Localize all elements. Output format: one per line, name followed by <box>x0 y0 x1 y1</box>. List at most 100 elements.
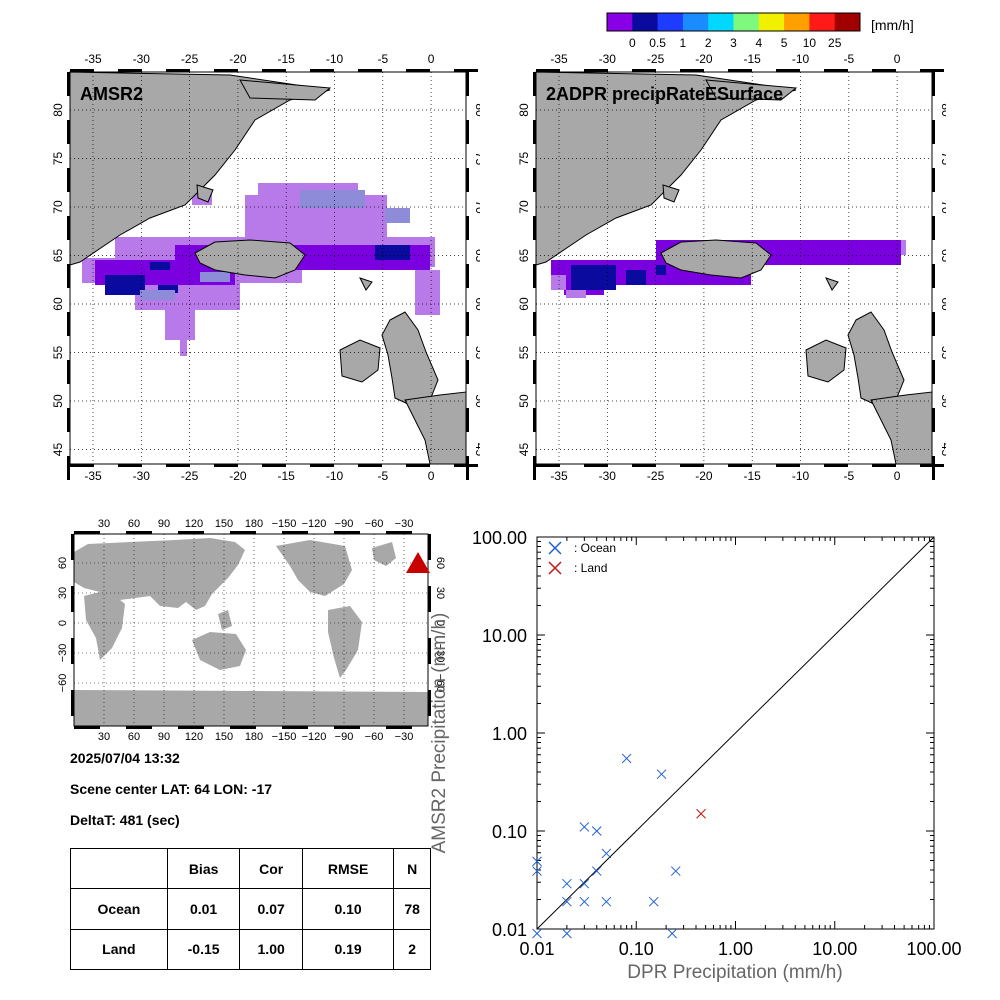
stats-cell: 0.07 <box>239 888 303 930</box>
map-lat-label-right: 70 <box>939 200 946 214</box>
globe-lon-label-top: −30 <box>395 518 414 530</box>
legend-label: : Land <box>574 561 607 575</box>
stats-cell: Land <box>70 928 168 971</box>
x-tick-label: 0.01 <box>519 939 554 959</box>
scatter-point-ocean <box>670 866 681 876</box>
map-lon-label-bottom: -25 <box>647 469 665 483</box>
globe-lon-label-top: −60 <box>365 518 384 530</box>
colorbar-swatch <box>682 13 709 31</box>
map-lon-label-top: 0 <box>428 52 435 66</box>
globe-lat-label-right: −60 <box>434 674 446 693</box>
scene-center: Scene center LAT: 64 LON: -17 <box>70 781 273 797</box>
globe-lon-label-bottom: −30 <box>395 731 414 743</box>
color-bar: 0 0.5 1 2 3 4 5 10 25 [mm/h] <box>606 12 914 50</box>
globe-lon-label-bottom: −150 <box>272 731 297 743</box>
colorbar-tick-label: 0.5 <box>649 36 666 50</box>
globe-lon-label-bottom: −120 <box>302 731 327 743</box>
colorbar-swatch <box>733 13 760 31</box>
stats-cell: -0.15 <box>166 928 241 971</box>
scatter-point-ocean <box>532 866 542 876</box>
map-lon-label-bottom: -20 <box>229 469 247 483</box>
colorbar-swatch <box>607 13 633 31</box>
globe-lon-label-top: 30 <box>98 518 110 530</box>
scatter-point-ocean <box>562 878 572 889</box>
globe-lon-label-top: 120 <box>185 518 203 530</box>
globe-tick-labels: 30 30 60 60 90 90 120 120 150 150 180 180 −150 −150 −1… <box>57 518 446 743</box>
map-lat-label-left: 60 <box>517 297 531 311</box>
x-tick-label: 100.00 <box>906 939 961 959</box>
scene-location-marker <box>406 552 430 573</box>
stats-header-cell: RMSE <box>301 847 395 890</box>
colorbar-tick-label: 0 <box>629 36 636 50</box>
continents <box>74 538 428 726</box>
map-lat-label-right: 80 <box>939 103 946 117</box>
x-tick-label: 1.00 <box>718 939 753 959</box>
map-lat-label-right: 45 <box>939 443 946 457</box>
map-lat-label-left: 80 <box>51 103 65 117</box>
globe-lon-label-bottom: 150 <box>215 731 233 743</box>
legend-marker <box>548 561 562 575</box>
colorbar-swatch <box>834 13 861 31</box>
global-map: 30 30 60 60 90 90 120 120 150 150 180 180 −150 −150 −1… <box>57 518 446 743</box>
map-lat-label-right: 60 <box>473 297 480 311</box>
map-lat-label-right: 55 <box>473 346 480 360</box>
map-lon-label-bottom: -30 <box>599 469 617 483</box>
map-lon-label-top: -35 <box>84 52 102 66</box>
map-title-dpr: 2ADPR precipRateESurface <box>546 84 783 104</box>
y-tick-label: 0.10 <box>492 822 527 842</box>
map-lat-label-left: 55 <box>517 346 531 360</box>
globe-lon-label-top: −90 <box>335 518 354 530</box>
globe-gridlines <box>74 534 428 726</box>
map-lat-label-left: 45 <box>517 443 531 457</box>
scatter-point-ocean <box>667 928 678 939</box>
map-lat-label-right: 55 <box>939 346 946 360</box>
one-to-one-line <box>536 536 935 930</box>
colorbar-swatch <box>758 13 785 31</box>
scatter-point-ocean <box>579 878 590 889</box>
map-lat-label-left: 70 <box>517 200 531 214</box>
map-lon-label-top: -25 <box>181 52 199 66</box>
stats-cell: 2 <box>393 928 431 971</box>
map-lon-label-bottom: -35 <box>550 469 568 483</box>
y-tick-label: 1.00 <box>492 724 527 744</box>
plot-frame <box>536 536 935 930</box>
map-lon-label-top: -10 <box>326 52 344 66</box>
map-lon-label-bottom: -35 <box>84 469 102 483</box>
globe-lat-label-right: 0 <box>434 620 446 626</box>
globe-lon-label-top: −150 <box>272 518 297 530</box>
colorbar-tick-label: 4 <box>755 36 762 50</box>
map-lon-label-bottom: 0 <box>428 469 435 483</box>
colorbar-tick-label: 2 <box>705 36 712 50</box>
globe-lon-label-bottom: 120 <box>185 731 203 743</box>
stats-row-land: Land -0.15 1.00 0.19 2 <box>70 928 431 971</box>
land-overlay <box>69 71 467 465</box>
globe-lat-label-left: 0 <box>57 620 69 626</box>
y-tick-label: 100.00 <box>472 528 527 548</box>
scatter-point-land <box>696 808 706 819</box>
colorbar-tick-label: 25 <box>828 36 842 50</box>
stats-cell: 0.19 <box>301 928 395 971</box>
globe-lon-label-bottom: 90 <box>158 731 170 743</box>
scatter-point-ocean <box>601 848 612 859</box>
stats-cell: 78 <box>393 888 431 930</box>
precip-field <box>82 183 440 356</box>
map-lon-label-top: -10 <box>792 52 810 66</box>
legend-marker <box>548 541 562 555</box>
map-lat-label-left: 80 <box>517 103 531 117</box>
map-lat-label-right: 60 <box>939 297 946 311</box>
colorbar-swatch <box>809 13 836 31</box>
scatter-point-ocean <box>591 866 602 876</box>
stats-header-cell <box>70 847 168 890</box>
globe-lon-label-top: 60 <box>128 518 140 530</box>
scatter-point-ocean <box>648 896 659 907</box>
map-lon-label-top: -20 <box>695 52 713 66</box>
stats-cell: 0.10 <box>301 888 395 930</box>
legend-label: : Ocean <box>574 541 616 555</box>
scatter-point-ocean <box>601 896 612 907</box>
map-lat-label-left: 60 <box>51 297 65 311</box>
map-title-amsr2: AMSR2 <box>80 84 143 104</box>
map-lon-label-bottom: -10 <box>792 469 810 483</box>
globe-lat-label-right: −30 <box>434 644 446 663</box>
stats-cell: 1.00 <box>239 928 303 971</box>
